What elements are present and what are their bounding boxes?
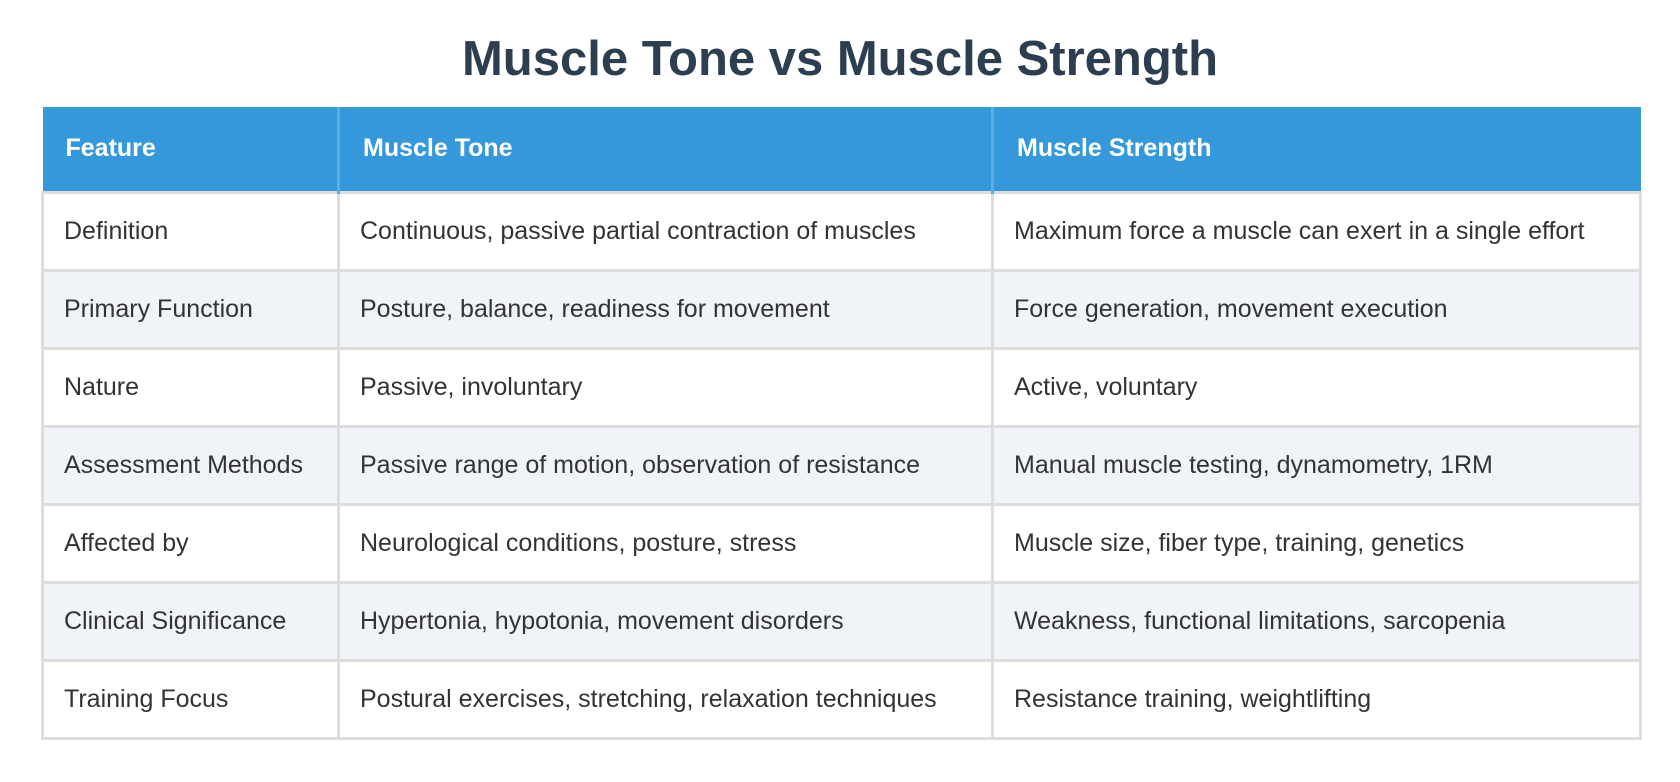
muscle-tone-cell: Passive, involuntary	[337, 346, 994, 428]
muscle-strength-cell: Active, voluntary	[991, 346, 1642, 428]
feature-cell: Definition	[41, 190, 340, 272]
muscle-tone-cell: Passive range of motion, observation of …	[337, 424, 994, 506]
feature-cell: Assessment Methods	[41, 424, 340, 506]
muscle-strength-cell: Manual muscle testing, dynamometry, 1RM	[991, 424, 1642, 506]
header-row: Feature Muscle Tone Muscle Strength	[42, 107, 1641, 192]
table-row: Primary Function Posture, balance, readi…	[41, 268, 1642, 350]
muscle-tone-cell: Hypertonia, hypotonia, movement disorder…	[337, 580, 994, 662]
feature-cell: Primary Function	[41, 268, 340, 350]
muscle-tone-cell: Postural exercises, stretching, relaxati…	[337, 658, 994, 740]
table-header: Feature Muscle Tone Muscle Strength	[42, 107, 1641, 192]
column-header-muscle-strength: Muscle Strength	[992, 107, 1641, 192]
table-row: Assessment Methods Passive range of moti…	[41, 424, 1642, 506]
feature-cell: Affected by	[41, 502, 340, 584]
muscle-strength-cell: Weakness, functional limitations, sarcop…	[991, 580, 1642, 662]
feature-cell: Nature	[41, 346, 340, 428]
table-body: Definition Continuous, passive partial c…	[41, 190, 1642, 740]
feature-cell: Training Focus	[41, 658, 340, 740]
feature-cell: Clinical Significance	[41, 580, 340, 662]
muscle-strength-cell: Resistance training, weightlifting	[991, 658, 1642, 740]
table-row: Affected by Neurological conditions, pos…	[41, 502, 1642, 584]
column-header-feature: Feature	[42, 107, 340, 192]
muscle-strength-cell: Maximum force a muscle can exert in a si…	[991, 190, 1642, 272]
muscle-strength-cell: Muscle size, fiber type, training, genet…	[991, 502, 1642, 584]
muscle-tone-cell: Continuous, passive partial contraction …	[337, 190, 994, 272]
column-header-muscle-tone: Muscle Tone	[338, 107, 994, 192]
comparison-table: Feature Muscle Tone Muscle Strength Defi…	[41, 107, 1642, 740]
page-title: Muscle Tone vs Muscle Strength	[461, 32, 1219, 86]
table-row: Clinical Significance Hypertonia, hypoto…	[41, 580, 1642, 662]
muscle-tone-cell: Posture, balance, readiness for movement	[337, 268, 994, 350]
muscle-tone-cell: Neurological conditions, posture, stress	[337, 502, 994, 584]
table-row: Training Focus Postural exercises, stret…	[41, 658, 1642, 740]
muscle-strength-cell: Force generation, movement execution	[991, 268, 1642, 350]
table-row: Definition Continuous, passive partial c…	[41, 190, 1642, 272]
table-row: Nature Passive, involuntary Active, volu…	[41, 346, 1642, 428]
